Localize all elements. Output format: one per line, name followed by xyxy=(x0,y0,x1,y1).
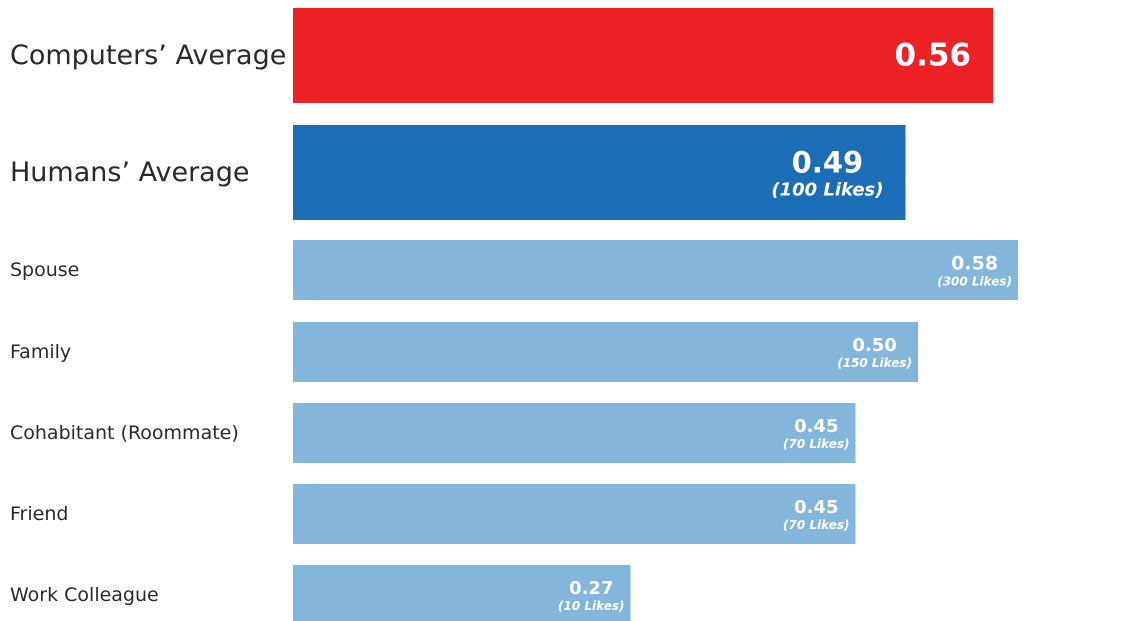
category-label: Spouse xyxy=(10,259,79,281)
category-label: Cohabitant (Roommate) xyxy=(10,422,239,444)
bar xyxy=(293,565,631,621)
likes-label: (70 Likes) xyxy=(783,518,849,532)
category-label: Computers’ Average xyxy=(10,40,286,71)
bar xyxy=(293,322,918,382)
category-label: Humans’ Average xyxy=(10,157,249,188)
value-label: 0.58 xyxy=(951,252,998,274)
category-label: Friend xyxy=(10,503,68,525)
category-label: Family xyxy=(10,341,71,363)
likes-label: (100 Likes) xyxy=(771,179,883,200)
bar xyxy=(293,125,906,220)
bar xyxy=(293,403,856,463)
likes-label: (10 Likes) xyxy=(558,599,624,613)
value-label: 0.45 xyxy=(794,416,838,437)
value-label: 0.27 xyxy=(569,578,613,599)
value-label: 0.56 xyxy=(895,38,972,74)
likes-label: (300 Likes) xyxy=(937,274,1012,288)
bar xyxy=(293,240,1018,300)
likes-label: (70 Likes) xyxy=(783,437,849,451)
value-label: 0.50 xyxy=(852,335,896,356)
bar xyxy=(293,8,993,103)
bar xyxy=(293,484,856,544)
category-label: Work Colleague xyxy=(10,584,159,606)
likes-label: (150 Likes) xyxy=(837,356,912,370)
value-label: 0.45 xyxy=(794,497,838,518)
value-label: 0.49 xyxy=(792,146,864,180)
